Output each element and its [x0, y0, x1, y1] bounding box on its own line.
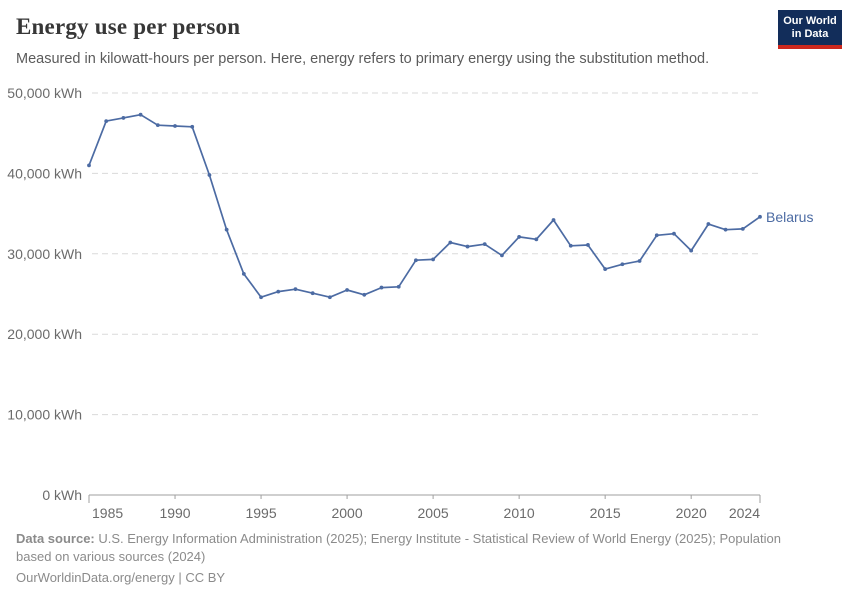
owid-url-link[interactable]: OurWorldinData.org/energy — [16, 570, 175, 585]
data-point-marker — [224, 227, 229, 232]
data-source-label: Data source: — [16, 531, 95, 546]
x-axis-label: 1990 — [159, 505, 190, 521]
data-point-marker — [293, 287, 298, 292]
series-group: Belarus — [87, 112, 813, 300]
data-point-marker — [637, 259, 642, 263]
series-end-label[interactable]: Belarus — [766, 209, 813, 225]
data-point-marker — [413, 258, 418, 263]
data-point-marker — [740, 226, 745, 231]
data-point-marker — [121, 116, 126, 120]
y-axis-label: 40,000 kWh — [7, 165, 82, 181]
data-point-marker — [327, 295, 332, 300]
x-axis-label: 2024 — [729, 505, 760, 521]
x-axis-label: 2015 — [590, 505, 621, 521]
data-point-marker — [482, 242, 487, 247]
data-point-marker — [207, 173, 212, 177]
data-point-marker — [689, 248, 694, 253]
data-point-marker — [603, 267, 608, 271]
x-axis-label: 1985 — [92, 505, 123, 521]
data-point-marker — [517, 235, 522, 239]
data-point-marker — [654, 233, 659, 238]
data-point-marker — [87, 163, 91, 168]
data-point-marker — [173, 124, 177, 128]
data-source-text: U.S. Energy Information Administration (… — [16, 531, 781, 564]
y-axis-labels-group: 0 kWh 10,000 kWh 20,000 kWh 30,000 kWh 40,00… — [7, 85, 82, 503]
data-point-marker — [672, 231, 676, 236]
credit-divider: | — [174, 570, 186, 585]
data-point-marker — [310, 291, 315, 296]
data-point-marker — [465, 244, 470, 249]
data-point-marker — [155, 123, 160, 128]
y-axis-label: 0 kWh — [42, 487, 82, 503]
data-point-marker — [586, 243, 590, 247]
credit-line: OurWorldinData.org/energy | CC BY — [16, 569, 811, 587]
page-title: Energy use per person — [16, 14, 241, 39]
chart-footer: Data source: U.S. Energy Information Adm… — [16, 530, 811, 587]
data-point-marker — [706, 222, 711, 226]
data-point-marker — [276, 289, 281, 294]
license-badge: CC BY — [185, 570, 226, 585]
gridlines-group — [89, 92, 760, 496]
data-point-marker — [568, 243, 573, 248]
data-point-marker — [431, 257, 436, 262]
x-axis-label: 2020 — [676, 505, 707, 521]
x-axis-label: 2010 — [504, 505, 535, 521]
data-point-marker — [551, 218, 556, 222]
data-point-marker — [448, 240, 453, 245]
line-chart: 0 kWh 10,000 kWh 20,000 kWh 30,000 kWh 40,00… — [7, 85, 813, 521]
data-point-marker — [259, 295, 263, 300]
series-line[interactable] — [88, 113, 761, 299]
data-point-marker — [379, 285, 384, 290]
data-point-marker — [620, 262, 625, 267]
x-axis-label: 1995 — [245, 505, 276, 521]
data-point-marker — [534, 237, 539, 242]
x-axis-label: 2000 — [331, 505, 362, 521]
data-point-marker — [362, 292, 367, 297]
x-axis-group: 1985 1990 1995 2000 2005 2010 2015 2020 2024 — [88, 495, 761, 521]
data-point-marker — [500, 253, 504, 258]
owid-logo-line1: Our World — [783, 15, 837, 27]
data-point-marker — [723, 227, 728, 232]
data-point-marker — [138, 112, 143, 117]
data-point-marker — [345, 288, 349, 292]
chart-subtitle: Measured in kilowatt-hours per person. H… — [16, 51, 710, 67]
data-point-marker — [758, 214, 762, 219]
owid-logo[interactable]: Our World in Data — [778, 10, 842, 49]
x-axis-label: 2005 — [418, 505, 449, 521]
y-axis-label: 30,000 kWh — [7, 246, 82, 262]
y-axis-label: 20,000 kWh — [7, 326, 82, 342]
y-axis-label: 10,000 kWh — [7, 407, 82, 423]
y-axis-label: 50,000 kWh — [7, 85, 82, 101]
owid-logo-text: Our World in Data — [778, 10, 842, 45]
data-point-marker — [190, 124, 195, 129]
data-point-marker — [104, 119, 109, 124]
owid-logo-redbar — [778, 45, 842, 49]
data-source-line: Data source: U.S. Energy Information Adm… — [16, 530, 811, 566]
data-point-marker — [241, 272, 246, 276]
owid-logo-line2: in Data — [791, 28, 829, 40]
data-point-marker — [396, 284, 401, 289]
